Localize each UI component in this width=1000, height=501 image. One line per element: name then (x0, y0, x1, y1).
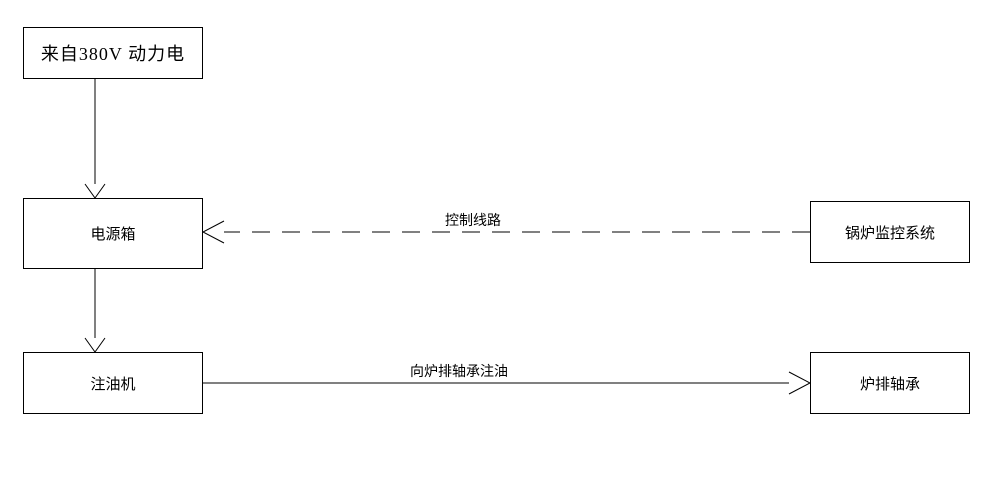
node-source-label: 来自380V 动力电 (41, 40, 185, 66)
edge-powerbox-to-oiler (85, 269, 105, 352)
node-monitor-label: 锅炉监控系统 (845, 222, 935, 243)
node-monitor: 锅炉监控系统 (810, 201, 970, 263)
edge-source-to-powerbox (85, 79, 105, 198)
node-bearing-label: 炉排轴承 (860, 373, 920, 394)
edge-oil-line-label: 向炉排轴承注油 (410, 361, 508, 381)
node-source: 来自380V 动力电 (23, 27, 203, 79)
node-oiler-label: 注油机 (90, 373, 135, 394)
node-oiler: 注油机 (23, 352, 203, 414)
edge-monitor-to-powerbox (203, 221, 810, 243)
node-power-box: 电源箱 (23, 198, 203, 269)
edge-control-line-label: 控制线路 (445, 210, 501, 230)
node-power-box-label: 电源箱 (90, 223, 135, 244)
node-bearing: 炉排轴承 (810, 352, 970, 414)
